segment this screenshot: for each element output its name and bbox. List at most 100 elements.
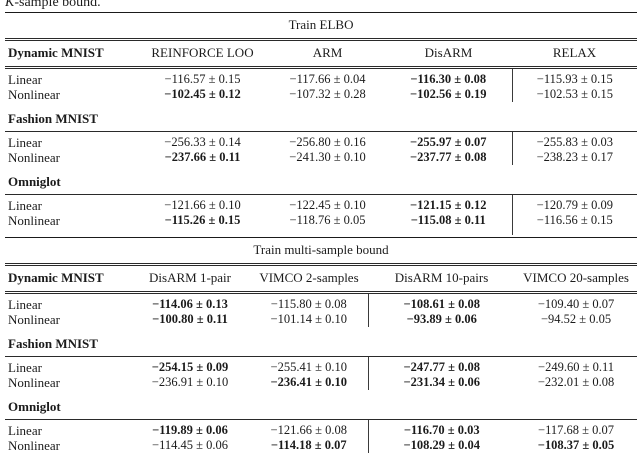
value-cell: −101.14 ± 0.10 xyxy=(270,312,347,326)
row-label: Linear xyxy=(8,198,42,213)
column-header-row: Dynamic MNIST REINFORCE LOO ARM DisARM RELAX xyxy=(5,39,638,69)
section-header: Fashion MNIST xyxy=(5,102,638,132)
table-row: Nonlinear −100.80 ± 0.11 −101.14 ± 0.10 −93… xyxy=(5,312,637,327)
row-label: Nonlinear xyxy=(8,375,60,390)
value-cell: −93.89 ± 0.06 xyxy=(367,312,515,327)
table-row: Nonlinear −237.66 ± 0.11 −241.30 ± 0.10 −23… xyxy=(5,150,638,165)
method-column-header: DisARM 10-pairs xyxy=(368,264,515,294)
value-cell: −108.29 ± 0.04 xyxy=(367,438,515,453)
method-column-header: ARM xyxy=(270,39,385,69)
value-cell: −255.41 ± 0.10 xyxy=(270,360,347,374)
value-cell: −109.40 ± 0.07 xyxy=(537,297,615,311)
value-cell: −254.15 ± 0.09 xyxy=(151,360,229,374)
row-label: Linear xyxy=(8,423,42,438)
value-cell: −116.56 ± 0.15 xyxy=(511,213,638,235)
value-cell: −102.53 ± 0.15 xyxy=(511,87,638,102)
value-cell: −102.45 ± 0.12 xyxy=(164,87,241,101)
row-label: Nonlinear xyxy=(8,213,60,228)
caption-k-symbol: K xyxy=(5,0,15,10)
row-label: Nonlinear xyxy=(5,438,130,453)
value-cell: −117.66 ± 0.04 xyxy=(289,72,366,86)
column-header-row: Dynamic MNIST DisARM 1-pair VIMCO 2-sample… xyxy=(5,264,638,294)
value-cell: −114.45 ± 0.06 xyxy=(130,438,250,453)
value-cell: −114.18 ± 0.07 xyxy=(250,438,368,453)
row-label: Nonlinear xyxy=(8,87,60,102)
value-cell: −255.83 ± 0.03 xyxy=(511,131,638,150)
table-title: Train multi-sample bound xyxy=(5,237,638,266)
value-cell: −249.60 ± 0.11 xyxy=(538,360,614,374)
value-cell: −116.30 ± 0.08 xyxy=(410,72,487,86)
method-column-header: RELAX xyxy=(512,39,638,69)
value-cell: −241.30 ± 0.10 xyxy=(289,150,366,164)
table-title: Train ELBO xyxy=(5,12,638,41)
value-cell: −120.79 ± 0.09 xyxy=(511,194,638,213)
value-cell: −121.15 ± 0.12 xyxy=(410,198,487,212)
row-label: Linear xyxy=(8,72,42,87)
table-row: Nonlinear −102.45 ± 0.12 −107.32 ± 0.28 −10… xyxy=(5,87,638,102)
table-row: Linear −254.15 ± 0.09 −255.41 ± 0.10 −247.7… xyxy=(5,356,637,375)
value-cell: −121.66 ± 0.10 xyxy=(164,198,241,212)
value-cell: −119.89 ± 0.06 xyxy=(152,423,228,437)
value-cell: −102.56 ± 0.19 xyxy=(410,87,487,101)
method-column-header: DisARM xyxy=(385,39,512,69)
table-row: Linear −114.06 ± 0.13 −115.80 ± 0.08 −108.6… xyxy=(5,292,637,312)
value-cell: −121.66 ± 0.08 xyxy=(270,423,347,437)
table-train-elbo: Train ELBO Dynamic MNIST REINFORCE LOO ARM D… xyxy=(5,12,638,235)
value-cell: −115.26 ± 0.15 xyxy=(164,213,241,227)
value-cell: −231.34 ± 0.06 xyxy=(367,375,515,390)
method-column-header: VIMCO 20-samples xyxy=(515,264,638,294)
section-header-row: Fashion MNIST xyxy=(5,327,638,357)
value-cell: −256.33 ± 0.14 xyxy=(164,135,241,149)
table-row: Linear −121.66 ± 0.10 −122.45 ± 0.10 −121.1… xyxy=(5,194,638,213)
section-header-row: Fashion MNIST xyxy=(5,102,638,132)
section-header-row: Omniglot xyxy=(5,165,638,195)
row-label: Nonlinear xyxy=(8,312,60,327)
method-column-header: VIMCO 2-samples xyxy=(250,264,368,294)
value-cell: −108.61 ± 0.08 xyxy=(367,292,515,312)
value-cell: −237.77 ± 0.08 xyxy=(410,150,487,164)
value-cell: −100.80 ± 0.11 xyxy=(152,312,228,326)
caption-rest: -sample bound. xyxy=(14,0,101,10)
value-cell: −116.70 ± 0.03 xyxy=(367,419,515,438)
caption-line: K-sample bound. xyxy=(5,0,637,12)
section-header: Omniglot xyxy=(5,390,638,420)
value-cell: −236.91 ± 0.10 xyxy=(151,375,229,389)
row-label: Linear xyxy=(8,297,42,312)
value-cell: −232.01 ± 0.08 xyxy=(537,375,615,389)
value-cell: −237.66 ± 0.11 xyxy=(164,150,241,164)
value-cell: −108.37 ± 0.05 xyxy=(515,438,638,453)
dataset-group-header: Dynamic MNIST xyxy=(5,264,130,294)
value-cell: −94.52 ± 0.05 xyxy=(540,312,612,326)
value-cell: −107.32 ± 0.28 xyxy=(289,87,366,101)
value-cell: −116.57 ± 0.15 xyxy=(164,72,241,86)
section-header: Fashion MNIST xyxy=(5,327,638,357)
table-title-row: Train ELBO xyxy=(5,12,638,41)
value-cell: −247.77 ± 0.08 xyxy=(367,356,515,375)
table-row: Nonlinear −115.26 ± 0.15 −118.76 ± 0.05 −11… xyxy=(5,213,638,235)
value-cell: −236.41 ± 0.10 xyxy=(270,375,347,389)
value-cell: −238.23 ± 0.17 xyxy=(511,150,638,165)
value-cell: −114.06 ± 0.13 xyxy=(152,297,228,311)
value-cell: −115.93 ± 0.15 xyxy=(511,67,638,87)
dataset-group-header: Dynamic MNIST xyxy=(5,39,135,69)
table-train-multi-sample-bound: Train multi-sample bound Dynamic MNIST Dis… xyxy=(5,237,638,453)
value-cell: −118.76 ± 0.05 xyxy=(289,213,366,227)
method-column-header: REINFORCE LOO xyxy=(135,39,270,69)
value-cell: −115.08 ± 0.11 xyxy=(410,213,486,227)
caption-text: K-sample bound. xyxy=(5,0,637,11)
table-title-row: Train multi-sample bound xyxy=(5,237,638,266)
table-row: Nonlinear −236.91 ± 0.10 −236.41 ± 0.10 −23… xyxy=(5,375,637,390)
row-label: Nonlinear xyxy=(8,150,60,165)
row-label: Linear xyxy=(8,360,42,375)
value-cell: −255.97 ± 0.07 xyxy=(410,135,487,149)
value-cell: −256.80 ± 0.16 xyxy=(289,135,366,149)
value-cell: −122.45 ± 0.10 xyxy=(289,198,366,212)
table-row: Linear −119.89 ± 0.06 −121.66 ± 0.08 −116.7… xyxy=(5,419,637,438)
value-cell: −115.80 ± 0.08 xyxy=(270,297,347,311)
value-cell: −117.68 ± 0.07 xyxy=(538,423,614,437)
method-column-header: DisARM 1-pair xyxy=(130,264,250,294)
table-row: Linear −256.33 ± 0.14 −256.80 ± 0.16 −255.9… xyxy=(5,131,638,150)
table-row: Linear −116.57 ± 0.15 −117.66 ± 0.04 −116.3… xyxy=(5,67,638,87)
section-header: Omniglot xyxy=(5,165,638,195)
